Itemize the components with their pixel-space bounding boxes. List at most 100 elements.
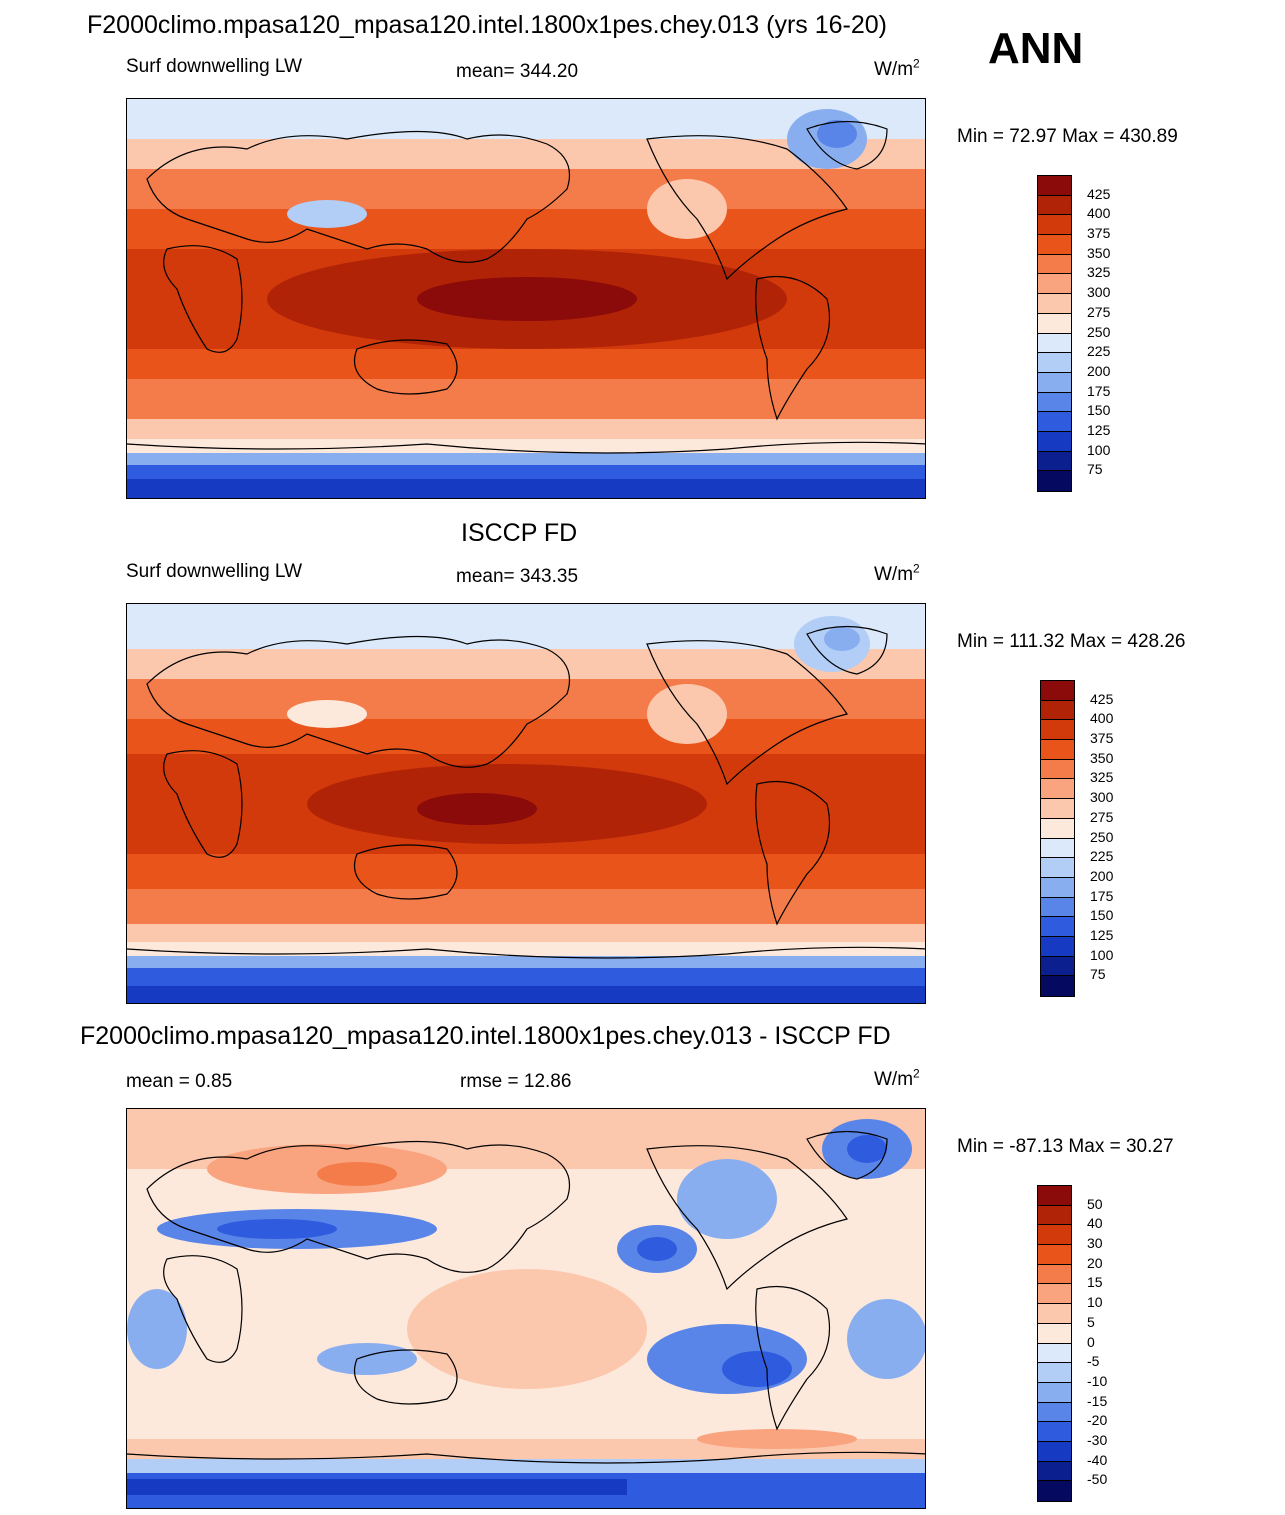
colorbar-tick-label: 100 xyxy=(1090,946,1114,963)
colorbar-box xyxy=(1038,1304,1071,1324)
colorbar-tick-label: 175 xyxy=(1087,382,1111,399)
panel1-units: W/m2 xyxy=(874,56,920,80)
colorbar-box xyxy=(1038,274,1071,295)
colorbar-tick-label: 20 xyxy=(1087,1254,1103,1271)
colorbar-tick-label: 175 xyxy=(1090,887,1114,904)
colorbar-box xyxy=(1041,877,1074,898)
colorbar-tick-label: 75 xyxy=(1087,461,1103,478)
colorbar-box xyxy=(1041,818,1074,839)
colorbar-tick-label: 300 xyxy=(1090,789,1114,806)
colorbar-box xyxy=(1041,799,1074,819)
colorbar-box xyxy=(1038,1205,1071,1226)
panel2-section-title: ISCCP FD xyxy=(461,519,578,547)
colorbar-tick-label: 200 xyxy=(1090,867,1114,884)
colorbar-tick-label: -50 xyxy=(1087,1471,1108,1488)
panel1-map-svg xyxy=(127,99,925,498)
colorbar-box xyxy=(1038,176,1071,196)
panel3-rmse-label: rmse = 12.86 xyxy=(460,1071,572,1092)
colorbar-box xyxy=(1038,431,1071,452)
panel2-field xyxy=(127,604,925,1003)
panel1-minmax: Min = 72.97 Max = 430.89 xyxy=(957,126,1178,147)
colorbar-tick-label: -5 xyxy=(1087,1353,1100,1370)
colorbar-box xyxy=(1041,740,1074,760)
colorbar-box xyxy=(1038,471,1071,491)
colorbar-tick-label: 250 xyxy=(1087,323,1111,340)
colorbar-tick-label: 150 xyxy=(1087,402,1111,419)
panel2-colorbar xyxy=(1040,680,1075,997)
panel1-mean-label: mean= 344.20 xyxy=(456,61,579,82)
colorbar-box xyxy=(1038,294,1071,314)
colorbar-tick-label: 400 xyxy=(1090,710,1114,727)
colorbar-box xyxy=(1041,779,1074,800)
colorbar-tick-label: -15 xyxy=(1087,1392,1108,1409)
colorbar-tick-label: 75 xyxy=(1090,966,1106,983)
colorbar-tick-label: 275 xyxy=(1090,808,1114,825)
colorbar-box xyxy=(1041,976,1074,996)
colorbar-box xyxy=(1038,235,1071,255)
panel2-coastlines xyxy=(127,625,925,959)
colorbar-tick-label: 225 xyxy=(1087,343,1111,360)
colorbar-tick-label: 30 xyxy=(1087,1235,1103,1252)
season-label: ANN xyxy=(988,24,1084,73)
colorbar-tick-label: 325 xyxy=(1087,264,1111,281)
colorbar-box xyxy=(1038,412,1071,432)
panel2-mean-label: mean= 343.35 xyxy=(456,566,579,587)
panel2-units: W/m2 xyxy=(874,561,920,585)
colorbar-box xyxy=(1038,372,1071,393)
colorbar-box xyxy=(1041,936,1074,957)
colorbar-box xyxy=(1041,956,1074,977)
colorbar-tick-label: 425 xyxy=(1090,690,1114,707)
colorbar-box xyxy=(1038,1323,1071,1344)
colorbar-box xyxy=(1041,858,1074,878)
colorbar-tick-label: 400 xyxy=(1087,205,1111,222)
colorbar-box xyxy=(1041,700,1074,721)
colorbar-box xyxy=(1038,451,1071,472)
colorbar-tick-label: 350 xyxy=(1087,244,1111,261)
panel3-colorbar xyxy=(1037,1185,1072,1502)
panel1-map xyxy=(126,98,926,499)
panel3-field xyxy=(127,1109,925,1508)
panel1-variable-label: Surf downwelling LW xyxy=(126,56,303,77)
colorbar-box xyxy=(1041,681,1074,701)
colorbar-box xyxy=(1038,353,1071,373)
colorbar-box xyxy=(1038,1382,1071,1403)
colorbar-box xyxy=(1038,1264,1071,1285)
colorbar-tick-label: 375 xyxy=(1090,730,1114,747)
colorbar-box xyxy=(1038,1481,1071,1501)
colorbar-tick-label: 125 xyxy=(1087,421,1111,438)
colorbar-box xyxy=(1038,254,1071,275)
colorbar-box xyxy=(1038,333,1071,354)
colorbar-tick-label: 325 xyxy=(1090,769,1114,786)
colorbar-tick-label: -10 xyxy=(1087,1372,1108,1389)
colorbar-box xyxy=(1038,392,1071,413)
colorbar-tick-label: -20 xyxy=(1087,1412,1108,1429)
panel2-map-svg xyxy=(127,604,925,1003)
colorbar-box xyxy=(1038,1422,1071,1442)
colorbar-box xyxy=(1038,1441,1071,1462)
colorbar-box xyxy=(1038,1343,1071,1364)
colorbar-tick-label: 5 xyxy=(1087,1313,1095,1330)
colorbar-tick-label: 300 xyxy=(1087,284,1111,301)
colorbar-box xyxy=(1038,1402,1071,1423)
colorbar-box xyxy=(1041,838,1074,859)
colorbar-tick-label: 425 xyxy=(1087,185,1111,202)
panel2-minmax: Min = 111.32 Max = 428.26 xyxy=(957,631,1186,652)
colorbar-tick-label: 225 xyxy=(1090,848,1114,865)
colorbar-box xyxy=(1038,1461,1071,1482)
colorbar-box xyxy=(1041,897,1074,918)
colorbar-tick-label: 250 xyxy=(1090,828,1114,845)
colorbar-tick-label: 150 xyxy=(1090,907,1114,924)
panel3-minmax: Min = -87.13 Max = 30.27 xyxy=(957,1136,1174,1157)
colorbar-box xyxy=(1038,195,1071,216)
panel3-units: W/m2 xyxy=(874,1066,920,1090)
colorbar-box xyxy=(1041,720,1074,741)
colorbar-tick-label: 350 xyxy=(1090,749,1114,766)
colorbar-tick-label: -40 xyxy=(1087,1451,1108,1468)
panel2-map xyxy=(126,603,926,1004)
panel3-section-title: F2000climo.mpasa120_mpasa120.intel.1800x… xyxy=(80,1022,891,1050)
colorbar-tick-label: 275 xyxy=(1087,303,1111,320)
colorbar-tick-label: -30 xyxy=(1087,1431,1108,1448)
panel3-mean-label: mean = 0.85 xyxy=(126,1071,233,1092)
colorbar-box xyxy=(1038,1245,1071,1265)
colorbar-tick-label: 200 xyxy=(1087,362,1111,379)
